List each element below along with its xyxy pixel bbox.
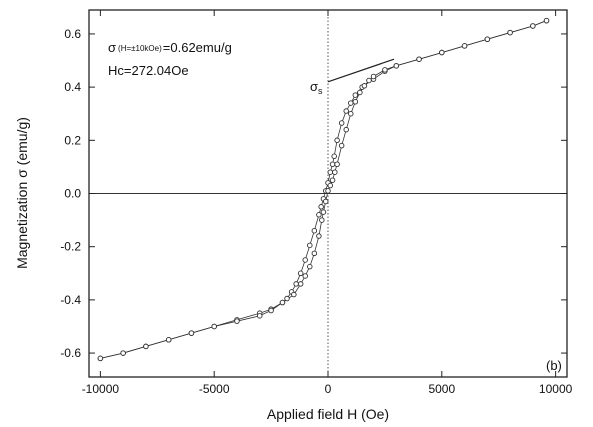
data-point <box>279 299 286 306</box>
data-point <box>319 217 325 223</box>
data-point <box>188 330 195 336</box>
sigma-prefix: σ <box>108 40 116 55</box>
data-point <box>543 17 550 24</box>
data-point <box>484 36 491 43</box>
data-point <box>234 318 240 324</box>
data-point <box>370 73 377 80</box>
y-tick-label: -0.2 <box>60 240 81 254</box>
y-tick-label: 0.4 <box>64 80 81 94</box>
x-tick-label: 0 <box>325 382 332 396</box>
data-point <box>334 161 340 167</box>
data-point <box>284 295 290 302</box>
data-point <box>366 77 372 84</box>
data-point <box>343 108 349 114</box>
data-point <box>297 270 304 277</box>
data-point <box>307 242 313 249</box>
data-point <box>507 29 513 36</box>
y-tick-label: 0.0 <box>64 187 81 201</box>
y-tick-label: -0.6 <box>60 346 81 360</box>
x-tick-label: 10000 <box>539 382 573 396</box>
data-point <box>291 291 297 298</box>
data-point <box>327 182 334 189</box>
sigma-s-symbol: σ <box>310 79 318 94</box>
data-point <box>382 67 388 73</box>
x-tick-labels: -10000 -5000 0 5000 10000 <box>82 382 573 396</box>
saturation-magnetization-annotation: σ (H=±10kOe)=0.62emu/g <box>108 40 232 55</box>
data-point <box>334 137 340 144</box>
data-point <box>97 355 104 362</box>
x-tick-label: -5000 <box>199 382 230 396</box>
data-point <box>316 212 322 218</box>
data-point <box>332 169 338 175</box>
sigma-s-label: σs <box>310 79 323 96</box>
data-point <box>143 343 149 350</box>
data-point <box>120 350 126 356</box>
x-axis-title: Applied field H (Oe) <box>267 406 389 422</box>
y-tick-labels: -0.6 -0.4 -0.2 0.0 0.2 0.4 0.6 <box>60 27 81 360</box>
data-points <box>97 17 550 362</box>
data-point <box>348 110 354 117</box>
y-tick-label: 0.2 <box>64 133 81 147</box>
data-point <box>327 169 334 175</box>
data-point <box>461 43 468 49</box>
data-point <box>211 323 217 330</box>
data-point <box>256 313 263 319</box>
data-point <box>322 198 329 205</box>
data-point <box>311 227 318 234</box>
data-point <box>352 92 359 98</box>
data-point <box>297 281 304 287</box>
data-point <box>361 83 368 89</box>
y-axis-title: Magnetization σ (emu/g) <box>14 117 30 269</box>
data-point <box>302 257 308 263</box>
axis-ticks <box>89 10 567 377</box>
field-condition: (H=±10kOe) <box>118 44 162 53</box>
data-point <box>439 49 445 56</box>
sigma-s-tangent-line <box>327 58 395 83</box>
data-point <box>311 250 318 257</box>
data-point <box>302 273 308 279</box>
data-point <box>393 63 400 69</box>
data-point <box>530 23 536 29</box>
data-point <box>316 233 322 239</box>
data-point <box>268 307 274 314</box>
data-point <box>329 161 336 167</box>
y-tick-label: 0.6 <box>64 27 81 41</box>
data-point <box>338 120 345 126</box>
y-tick-label: -0.4 <box>60 293 81 307</box>
data-point <box>331 153 337 160</box>
sigma-value: =0.62emu/g <box>163 40 232 55</box>
x-tick-label: 5000 <box>428 382 455 396</box>
panel-label: (b) <box>546 358 562 373</box>
data-point <box>348 100 354 106</box>
data-point <box>329 177 336 183</box>
data-point <box>325 188 331 194</box>
x-tick-label: -10000 <box>82 382 120 396</box>
data-point <box>320 209 327 215</box>
data-point <box>318 204 324 210</box>
data-point <box>343 126 349 133</box>
data-point <box>293 281 299 287</box>
sigma-s-subscript: s <box>318 86 323 96</box>
data-point <box>416 56 422 62</box>
data-point <box>357 89 363 96</box>
data-point <box>307 263 313 270</box>
data-point <box>338 142 345 149</box>
coercivity-annotation: Hc=272.04Oe <box>108 63 189 78</box>
data-point <box>352 98 359 105</box>
data-point <box>165 337 172 343</box>
